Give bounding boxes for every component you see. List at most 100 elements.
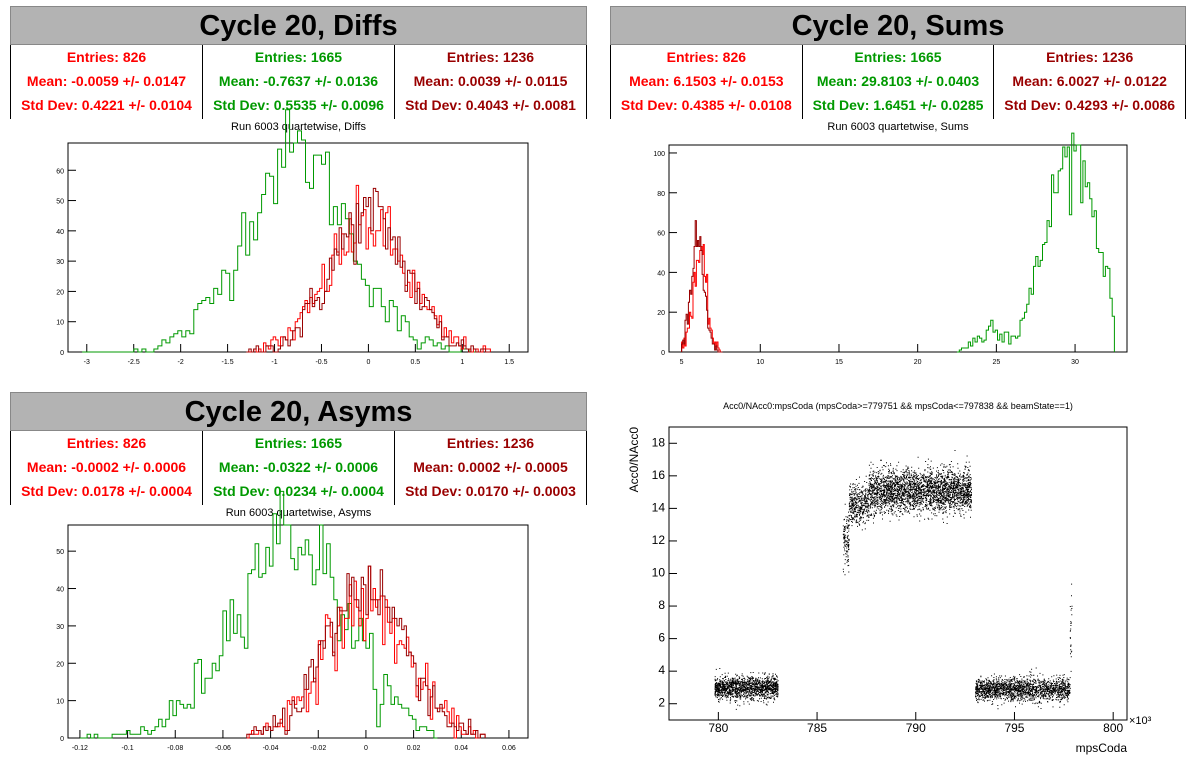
- asyms-subtitle: Run 6003 quartetwise, Asyms: [225, 507, 372, 519]
- stat-mean: Mean: 6.1503 +/- 0.0153: [629, 73, 784, 89]
- diffs-ytick-label: 50: [56, 199, 64, 206]
- asyms-ytick-label: 20: [56, 661, 64, 668]
- diffs-stat-cell: Entries: 826 Mean: -0.0059 +/- 0.0147 St…: [11, 45, 203, 119]
- diffs-ytick-label: 10: [56, 320, 64, 327]
- asyms-ytick-label: 30: [56, 624, 64, 631]
- sums-ytick-label: 60: [657, 231, 665, 238]
- sums-stats-box: Entries: 826 Mean: 6.1503 +/- 0.0153 Std…: [610, 45, 1186, 119]
- diffs-ytick-label: 0: [60, 350, 64, 357]
- sums-xtick-label: 25: [992, 359, 1000, 366]
- diffs-subtitle: Run 6003 quartetwise, Diffs: [231, 121, 366, 133]
- diffs-series-1: [246, 184, 491, 353]
- sums-series-0: [957, 132, 1115, 353]
- sums-banner-title: Cycle 20, Sums: [791, 10, 1005, 42]
- stat-std: Std Dev: 0.0170 +/- 0.0003: [405, 483, 576, 499]
- stat-mean: Mean: 6.0027 +/- 0.0122: [1012, 73, 1167, 89]
- sums-ytick-label: 40: [657, 270, 665, 277]
- acc-xtick-label: 780: [708, 721, 728, 735]
- sums-xtick-label: 15: [835, 359, 843, 366]
- diffs-xtick-label: -2: [178, 359, 184, 366]
- asyms-series-1: [246, 565, 486, 739]
- asyms-ytick-label: 0: [60, 736, 64, 743]
- sums-ytick-label: 0: [661, 350, 665, 357]
- stat-std: Std Dev: 0.0178 +/- 0.0004: [21, 483, 192, 499]
- stat-entries: Entries: 1236: [446, 49, 535, 65]
- asyms-xtick-label: 0.02: [407, 745, 421, 752]
- sums-subtitle: Run 6003 quartetwise, Sums: [827, 121, 969, 133]
- sums-plot-frame: [668, 144, 1128, 353]
- asyms-series-0: [79, 490, 438, 739]
- diffs-xtick-label: -3: [84, 359, 90, 366]
- stat-std: Std Dev: 0.4293 +/- 0.0086: [1004, 97, 1176, 113]
- stat-std: Std Dev: 0.0234 +/- 0.0004: [213, 483, 384, 499]
- diffs-xtick-label: -1.5: [222, 359, 234, 366]
- acc-cluster-0: [714, 668, 779, 710]
- sums-ytick-label: 100: [653, 151, 665, 158]
- stat-entries: Entries: 1236: [446, 435, 535, 451]
- acc-y-axis-label: Acc0/NAcc0: [627, 427, 641, 493]
- acc-x-scale-label: ×10³: [1129, 715, 1152, 727]
- stat-entries: Entries: 826: [66, 435, 147, 451]
- sums-series-2: [681, 220, 723, 353]
- acc-cluster-3: [868, 450, 972, 524]
- asyms-stats-box: Entries: 826 Mean: -0.0002 +/- 0.0006 St…: [10, 431, 587, 505]
- diffs-ytick-label: 20: [56, 289, 64, 296]
- asyms-ytick-label: 40: [56, 587, 64, 594]
- asyms-banner: Cycle 20, Asyms: [10, 392, 587, 431]
- stat-entries: Entries: 826: [66, 49, 147, 65]
- asyms-plot-frame: [67, 524, 529, 739]
- acc-cluster-1: [842, 503, 850, 576]
- acc-ytick-label: 4: [658, 663, 665, 677]
- stat-entries: Entries: 826: [666, 49, 747, 65]
- acc-ytick-label: 14: [652, 500, 666, 514]
- asyms-stat-cell: Entries: 1236 Mean: 0.0002 +/- 0.0005 St…: [395, 431, 586, 505]
- acc-ytick-label: 2: [658, 696, 665, 710]
- stat-entries: Entries: 1665: [254, 435, 343, 451]
- asyms-stat-cell: Entries: 826 Mean: -0.0002 +/- 0.0006 St…: [11, 431, 203, 505]
- diffs-series-0: [82, 109, 482, 353]
- diffs-xtick-label: 0.5: [410, 359, 420, 366]
- asyms-ytick-label: 10: [56, 699, 64, 706]
- sums-stat-cell: Entries: 1665 Mean: 29.8103 +/- 0.0403 S…: [803, 45, 995, 119]
- sums-xtick-label: 5: [680, 359, 684, 366]
- diffs-xtick-label: 0: [366, 359, 370, 366]
- asyms-ytick-label: 50: [56, 549, 64, 556]
- diffs-xtick-label: 1.5: [504, 359, 514, 366]
- asyms-banner-title: Cycle 20, Asyms: [184, 396, 413, 428]
- diffs-stats-box: Entries: 826 Mean: -0.0059 +/- 0.0147 St…: [10, 45, 587, 119]
- stat-std: Std Dev: 0.4221 +/- 0.0104: [21, 97, 192, 113]
- asyms-stat-cell: Entries: 1665 Mean: -0.0322 +/- 0.0006 S…: [203, 431, 395, 505]
- asyms-xtick-label: -0.12: [72, 745, 88, 752]
- acc-xtick-label: 795: [1004, 721, 1024, 735]
- stat-std: Std Dev: 0.5535 +/- 0.0096: [213, 97, 384, 113]
- asyms-xtick-label: -0.04: [263, 745, 279, 752]
- diffs-ytick-label: 40: [56, 229, 64, 236]
- asyms-xtick-label: -0.06: [215, 745, 231, 752]
- stat-mean: Mean: -0.0322 +/- 0.0006: [218, 459, 379, 475]
- stat-mean: Mean: 29.8103 +/- 0.0403: [816, 73, 980, 89]
- acc-xtick-label: 800: [1103, 721, 1123, 735]
- sums-banner: Cycle 20, Sums: [610, 6, 1186, 45]
- stat-mean: Mean: -0.0002 +/- 0.0006: [26, 459, 187, 475]
- stat-mean: Mean: 0.0002 +/- 0.0005: [413, 459, 568, 475]
- stat-std: Std Dev: 0.4385 +/- 0.0108: [620, 97, 792, 113]
- diffs-stat-cell: Entries: 1665 Mean: -0.7637 +/- 0.0136 S…: [203, 45, 395, 119]
- stat-mean: Mean: 0.0039 +/- 0.0115: [413, 73, 568, 89]
- asyms-xtick-label: -0.1: [122, 745, 134, 752]
- asyms-xtick-label: 0: [364, 745, 368, 752]
- acc-ytick-label: 18: [652, 435, 666, 449]
- diffs-banner-title: Cycle 20, Diffs: [199, 10, 398, 42]
- diffs-banner: Cycle 20, Diffs: [10, 6, 587, 45]
- acc-cluster-5: [1069, 583, 1073, 672]
- sums-ytick-label: 80: [657, 191, 665, 198]
- acc-cluster-2: [848, 475, 870, 531]
- stat-mean: Mean: -0.0059 +/- 0.0147: [26, 73, 187, 89]
- acc-ytick-label: 6: [658, 631, 665, 645]
- stat-entries: Entries: 1665: [254, 49, 343, 65]
- stat-std: Std Dev: 1.6451 +/- 0.0285: [812, 97, 984, 113]
- asyms-xtick-label: 0.04: [454, 745, 468, 752]
- acc-ytick-label: 10: [652, 566, 666, 580]
- stat-entries: Entries: 1236: [1046, 49, 1134, 65]
- diffs-series-2: [246, 187, 491, 353]
